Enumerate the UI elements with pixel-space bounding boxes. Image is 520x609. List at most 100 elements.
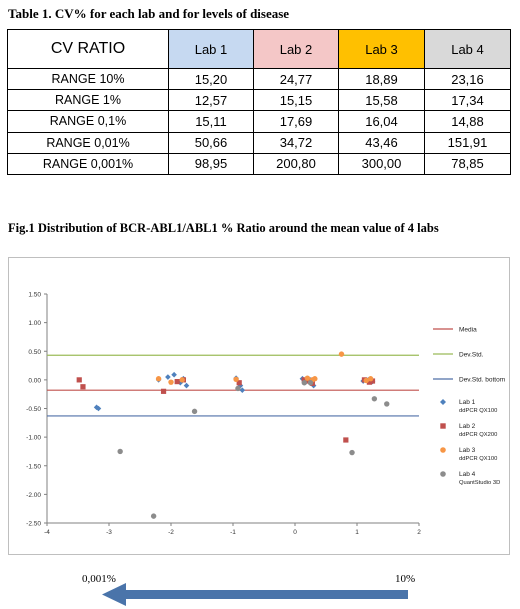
table-row: RANGE 0,01% 50,66 34,72 43,46 151,91 (7, 131, 511, 154)
data-point (301, 377, 307, 383)
data-point (183, 382, 190, 389)
header-lab-4: Lab 4 (424, 29, 511, 69)
legend-marker (440, 423, 446, 429)
cv-value: 17,34 (424, 89, 511, 112)
range-right-label: 10% (395, 573, 416, 585)
data-point (349, 449, 355, 456)
data-point (191, 408, 198, 415)
data-point (155, 376, 162, 382)
legend-marker (440, 471, 446, 477)
legend-series-instrument: ddPCR QX200 (459, 432, 497, 438)
data-point (239, 387, 246, 393)
data-point (369, 378, 376, 384)
x-tick-label: 0 (293, 529, 297, 536)
data-point (150, 513, 157, 519)
scatter-chart: 1.50 1.00 0.50 0.00 -0.50 -1.00 -1.50 -2.00 -2.5… (26, 292, 505, 537)
x-tick-label: -1 (230, 529, 236, 536)
data-point (312, 376, 318, 382)
x-tick-label: -2 (168, 529, 174, 536)
table-row: RANGE 0,1% 15,11 17,69 16,04 14,88 (7, 110, 511, 133)
header-lab-3: Lab 3 (338, 29, 425, 69)
cv-value: 200,80 (253, 152, 339, 176)
row-label: RANGE 10% (7, 67, 169, 91)
table-row: RANGE 10% 15,20 24,77 18,89 23,16 (7, 67, 511, 91)
cv-value: 15,11 (168, 110, 254, 133)
data-point (168, 379, 174, 385)
legend-series-name: Lab 2 (459, 423, 476, 430)
legend-marker (440, 447, 446, 453)
chart-frame: 1.50 1.00 0.50 0.00 -0.50 -1.00 -1.50 -2.00 -2.5… (8, 257, 510, 555)
data-point (366, 379, 372, 385)
cv-value: 15,15 (253, 89, 339, 112)
legend-label: Media (459, 327, 477, 334)
legend-marker (440, 399, 446, 405)
cv-value: 15,20 (168, 67, 254, 91)
direction-arrow (102, 583, 408, 606)
row-label: RANGE 0,1% (7, 110, 169, 133)
y-tick-label: -1.50 (26, 463, 41, 470)
range-left-label: 0,001% (82, 573, 116, 585)
data-point (179, 377, 185, 383)
legend-series-name: Lab 4 (459, 471, 476, 478)
legend-label: Dev.Std. (459, 352, 484, 359)
data-point (304, 375, 311, 381)
data-point (177, 379, 184, 386)
y-tick-label: 1.00 (28, 320, 41, 327)
data-point (343, 437, 349, 443)
header-lab-2: Lab 2 (253, 29, 339, 69)
table-header-row: CV RATIO Lab 1 Lab 2 Lab 3 Lab 4 (7, 29, 511, 69)
data-point (80, 384, 86, 390)
y-tick-label: 0.00 (28, 377, 41, 384)
header-cv-ratio: CV RATIO (7, 29, 169, 69)
data-point (363, 377, 369, 384)
x-tick-label: -4 (44, 529, 50, 536)
cv-value: 50,66 (168, 131, 254, 154)
data-point (233, 376, 239, 383)
cv-value: 43,46 (338, 131, 425, 154)
cv-value: 151,91 (424, 131, 511, 154)
data-point (307, 380, 314, 386)
legend-series-name: Lab 3 (459, 447, 476, 454)
cv-value: 15,58 (338, 89, 425, 112)
legend-series-instrument: QuantStudio 3D (459, 480, 500, 486)
cv-value: 24,77 (253, 67, 339, 91)
y-tick-label: -2.00 (26, 492, 41, 499)
data-point (174, 378, 180, 385)
legend-series-instrument: ddPCR QX100 (459, 408, 497, 414)
data-point (76, 377, 82, 383)
y-tick-label: -2.50 (26, 521, 41, 528)
legend-label: Dev.Std. bottom (459, 377, 505, 384)
arrow-head (102, 583, 126, 606)
cv-value: 34,72 (253, 131, 339, 154)
data-point (371, 396, 378, 402)
cv-value: 98,95 (168, 152, 254, 176)
data-point (93, 404, 100, 411)
cv-value: 300,00 (338, 152, 425, 176)
data-point (165, 374, 171, 380)
figure-caption: Fig.1 Distribution of BCR-ABL1/ABL1 % Ra… (8, 221, 439, 235)
data-point (171, 371, 177, 378)
cv-value: 14,88 (424, 110, 511, 133)
cv-table: CV RATIO Lab 1 Lab 2 Lab 3 Lab 4 RANGE 1… (7, 29, 511, 176)
table-caption: Table 1. CV% for each lab and for levels… (8, 6, 290, 21)
arrow-shaft (122, 590, 408, 599)
row-label: RANGE 0,001% (7, 152, 169, 176)
cv-value: 23,16 (424, 67, 511, 91)
data-point (338, 351, 345, 357)
data-point (117, 448, 123, 455)
y-tick-label: -0.50 (26, 406, 41, 413)
y-tick-label: -1.00 (26, 435, 41, 442)
data-point (160, 388, 167, 394)
data-point (95, 405, 102, 412)
data-point (235, 385, 241, 392)
cv-value: 78,85 (424, 152, 511, 176)
header-lab-1: Lab 1 (168, 29, 254, 69)
table-row: RANGE 0,001% 98,95 200,80 300,00 78,85 (7, 152, 511, 176)
x-tick-label: 1 (355, 529, 359, 536)
cv-value: 17,69 (253, 110, 339, 133)
legend-series-name: Lab 1 (459, 399, 476, 406)
table-row: RANGE 1% 12,57 15,15 15,58 17,34 (7, 89, 511, 112)
data-point (384, 401, 390, 407)
data-point (367, 376, 374, 382)
cv-value: 12,57 (168, 89, 254, 112)
